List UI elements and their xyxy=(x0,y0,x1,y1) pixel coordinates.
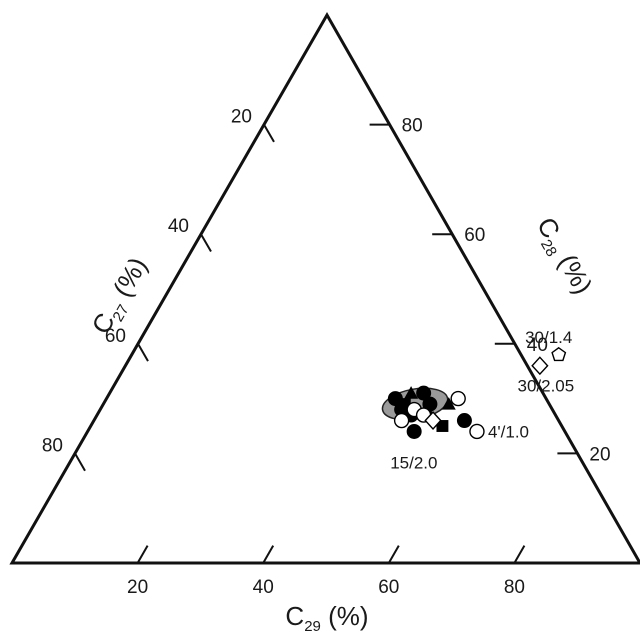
tick-label-c28: 60 xyxy=(464,225,485,246)
tick-c29 xyxy=(387,545,400,564)
point-filled-triangle xyxy=(404,386,419,399)
triangle-outline xyxy=(9,11,640,565)
annotation-label: 30/2.05 xyxy=(518,377,575,396)
tick-label-c29: 80 xyxy=(504,577,525,598)
tick-c29 xyxy=(136,545,149,564)
point-open-pentagon xyxy=(551,346,567,362)
tick-c27 xyxy=(137,343,149,362)
annotations: 30/1.4 30/2.05 4'/1.0 15/2.0 xyxy=(390,328,574,473)
tick-label-c28: 20 xyxy=(589,444,610,465)
point-open-circle xyxy=(450,390,466,407)
tick-c27 xyxy=(74,452,86,472)
tick-label-c29: 20 xyxy=(127,577,148,598)
tick-label-c29: 60 xyxy=(378,577,399,598)
data-points xyxy=(387,346,567,440)
point-open-circle xyxy=(393,412,410,429)
tick-label-c27: 20 xyxy=(231,107,252,128)
point-filled-square xyxy=(436,420,449,432)
tick-c27 xyxy=(200,233,212,253)
tick-label-c28: 80 xyxy=(402,116,423,137)
point-filled-triangle xyxy=(441,397,456,410)
point-open-circle xyxy=(469,423,485,440)
tick-label-c27: 80 xyxy=(42,435,63,456)
annotation-label: 15/2.0 xyxy=(390,453,437,472)
tick-label-c28: 40 xyxy=(527,335,548,356)
tick-label-c27: 60 xyxy=(105,326,126,347)
point-open-diamond xyxy=(424,411,442,430)
axis-title-c28: C28 (%) xyxy=(528,212,599,301)
triangle-frame xyxy=(9,11,640,565)
point-filled-circle xyxy=(456,413,472,429)
annotation-label: 4'/1.0 xyxy=(488,422,529,441)
tick-c27 xyxy=(263,124,275,143)
tick-marks xyxy=(74,123,578,564)
tick-c29 xyxy=(262,545,275,564)
tick-labels: 20 40 60 80 20 40 60 80 20 40 60 80 xyxy=(42,107,611,598)
annotation-label: 30/1.4 xyxy=(525,328,572,347)
tick-c29 xyxy=(513,545,526,564)
axis-title-c29: C29 (%) xyxy=(285,601,368,635)
tick-label-c29: 40 xyxy=(253,577,274,598)
tick-label-c27: 40 xyxy=(168,216,189,237)
point-open-diamond xyxy=(531,356,549,376)
point-filled-circle xyxy=(406,423,422,439)
point-filled-square xyxy=(398,398,411,411)
